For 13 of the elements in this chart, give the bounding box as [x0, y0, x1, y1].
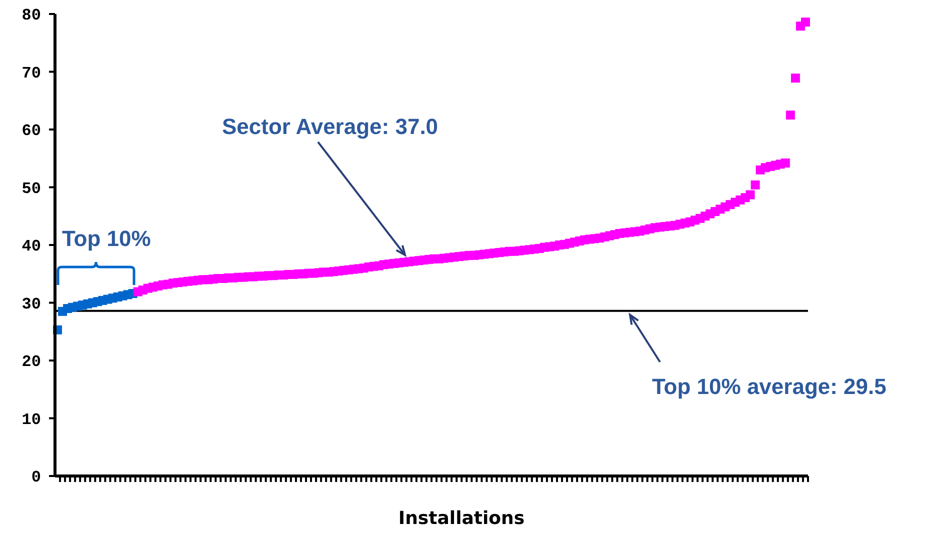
y-tick-label: 0: [31, 468, 41, 487]
y-tick-label: 40: [22, 238, 41, 256]
y-tick-label: 20: [22, 353, 41, 372]
annotation: Top 10%: [62, 226, 151, 251]
y-tick-label: 10: [22, 410, 41, 429]
y-tick-label: 30: [22, 295, 41, 314]
annotation: Top 10% average: 29.5: [652, 374, 886, 399]
y-tick-label: 80: [22, 6, 41, 25]
y-tick-label: 50: [22, 180, 41, 198]
y-tick-label: 70: [22, 64, 41, 82]
x-axis-title: Installations: [398, 508, 525, 529]
annotation: Sector Average: 37.0: [222, 114, 438, 139]
y-tick-label: 60: [22, 122, 41, 140]
